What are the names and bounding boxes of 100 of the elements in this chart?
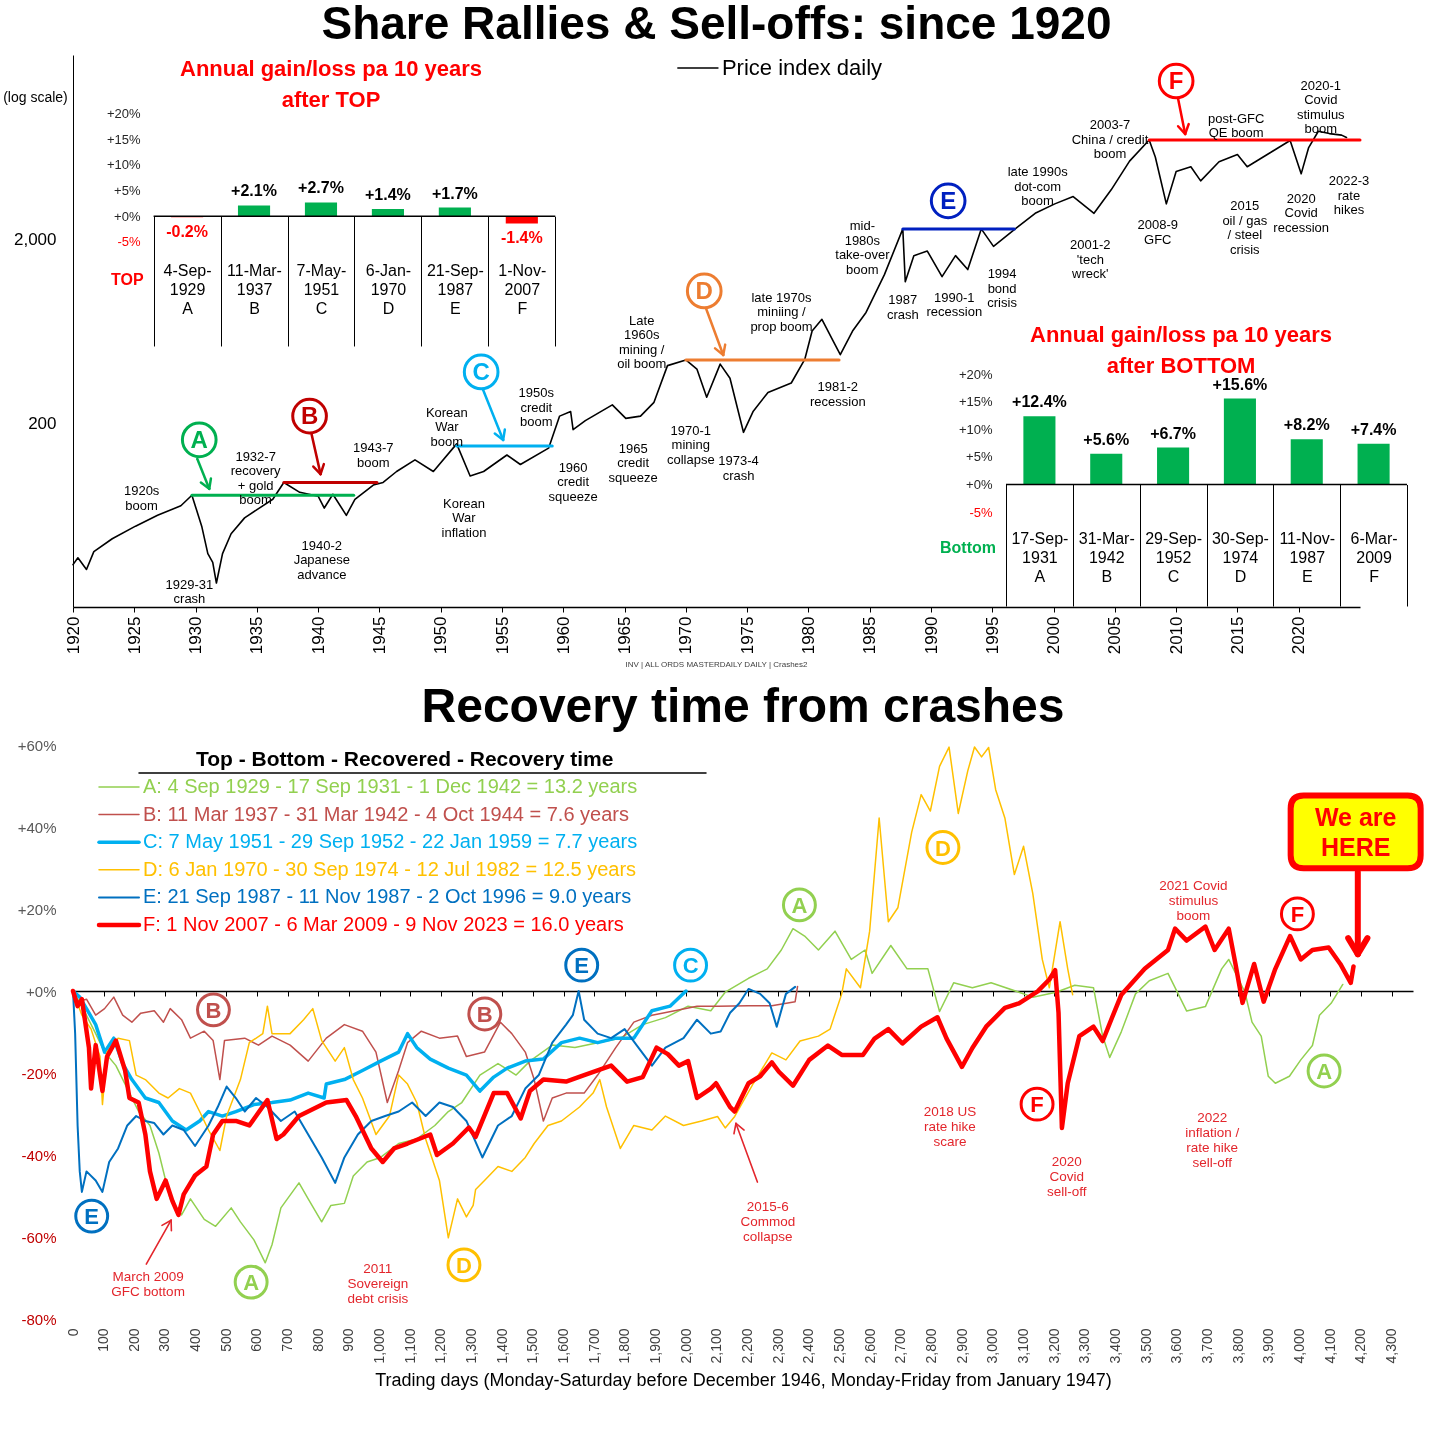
x-tick-label: 4,300 (1383, 1328, 1400, 1364)
bar (371, 209, 404, 217)
x-tick-label: 1940 (308, 616, 328, 655)
data-label: +2.7% (298, 179, 344, 197)
annotation: 2020-1 Covid stimulus boom (1296, 77, 1346, 137)
legend-label: F: 1 Nov 2007 - 6 Mar 2009 - 9 Nov 2023 = 16.0 years (143, 913, 624, 935)
x-tick-label: 4-Sep- 1929 A (163, 261, 212, 317)
bar (304, 202, 338, 217)
x-tick-label: 1,000 (371, 1328, 388, 1364)
x-tick-label: 2,100 (708, 1328, 725, 1364)
x-tick-label: 2000 (1044, 616, 1064, 655)
annotation: TOP (110, 271, 144, 289)
x-tick-label: 2,700 (892, 1328, 909, 1364)
annotation: 1990-1 recession (926, 289, 983, 320)
x-tick-label: 1980 (798, 616, 818, 655)
annotation: B (300, 402, 319, 430)
x-tick-label: 1990 (921, 616, 941, 655)
y-axis-title: (log scale) (3, 88, 68, 105)
annotation: 2011 Sovereign debt crisis (347, 1260, 409, 1306)
x-tick-label: 3,100 (1015, 1328, 1032, 1364)
x-tick-label: 6-Mar- 2009 F (1350, 529, 1398, 585)
x-tick-label: 31-Mar- 1942 B (1078, 529, 1135, 585)
y-tick-label: +5% (114, 183, 141, 199)
x-tick-label: 2005 (1105, 616, 1125, 655)
annotation: March 2009 GFC bottom (111, 1269, 185, 1300)
annotation: 1994 bond crisis (987, 266, 1018, 311)
annotation: C (682, 953, 699, 979)
annotation: 1970-1 mining collapse (666, 422, 715, 467)
y-tick-label: +0% (966, 476, 993, 492)
annotation: mid- 1980s take-over boom (835, 218, 891, 277)
x-tick-label: 6-Jan- 1970 D (365, 261, 412, 317)
data-label: -1.4% (500, 229, 543, 247)
data-label: +12.4% (1012, 393, 1067, 411)
annotation: 1965 credit squeeze (608, 440, 658, 485)
annotation: 1940-2 Japanese advance (293, 537, 351, 582)
x-tick-label: 1-Nov- 2007 F (498, 261, 547, 317)
x-tick-label: 2,000 (677, 1328, 694, 1364)
x-tick-label: 1,300 (463, 1328, 480, 1364)
annotation: E (940, 186, 957, 214)
data-label: +2.1% (231, 182, 277, 200)
x-tick-label: 500 (217, 1328, 234, 1352)
data-label: +6.7% (1150, 424, 1196, 442)
x-tick-label: 1955 (492, 616, 512, 655)
x-tick-label: 4,100 (1321, 1328, 1338, 1364)
x-tick-label: 11-Mar- 1937 B (227, 261, 282, 317)
y-tick-label: -5% (117, 234, 141, 250)
y-tick-label: +10% (958, 421, 993, 437)
x-tick-label: 3,500 (1137, 1328, 1154, 1364)
annotation: 1987 crash (886, 292, 919, 322)
annotation: 2022 inflation / rate hike sell-off (1185, 1110, 1240, 1171)
annotation: D (695, 276, 713, 304)
annotation: F (1290, 901, 1305, 927)
legend-title: Top - Bottom - Recovered - Recovery time (196, 747, 614, 770)
annotation: late 1990s dot-com boom (1007, 164, 1069, 209)
x-tick-label: 1925 (124, 616, 144, 655)
data-label: -0.2% (166, 223, 208, 241)
x-tick-label: 11-Nov- 1987 E (1279, 529, 1336, 585)
x-tick-label: 3,700 (1199, 1328, 1216, 1364)
x-tick-label: 4,200 (1352, 1328, 1369, 1364)
annotation: 2020 Covid sell-off (1047, 1153, 1087, 1199)
x-tick-label: 400 (187, 1328, 204, 1352)
chart-title: Annual gain/loss pa 10 years after TOP (179, 56, 483, 112)
annotation: post-GFC QE boom (1208, 110, 1265, 141)
y-tick-label: +0% (26, 982, 57, 1000)
bar (438, 207, 471, 217)
y-tick-label: -20% (21, 1064, 57, 1082)
x-tick-label: 3,000 (984, 1328, 1001, 1364)
annotation: F (1168, 67, 1184, 95)
y-tick-label: +20% (106, 105, 141, 121)
annotation: 2008-9 GFC (1137, 217, 1178, 247)
x-tick-label: 7-May- 1951 C (296, 261, 347, 317)
x-tick-label: 1960 (553, 616, 573, 655)
annotation: 1950s credit boom (518, 385, 555, 430)
x-tick-label: 1935 (247, 616, 267, 655)
x-tick-label: 0 (64, 1328, 81, 1337)
data-label: +8.2% (1283, 416, 1330, 434)
y-tick-label: +10% (106, 157, 141, 173)
annotation: 1932-7 recovery + gold boom (230, 448, 282, 508)
annotation: 2021 Covid stimulus boom (1159, 878, 1228, 924)
x-tick-label: 2,400 (800, 1328, 817, 1364)
x-tick-label: 3,200 (1045, 1328, 1062, 1364)
bar (1023, 416, 1056, 485)
x-tick-label: 900 (340, 1328, 357, 1352)
x-tick-label: 800 (309, 1328, 326, 1352)
annotation: We are HERE (1314, 802, 1397, 861)
y-tick-label: +0% (114, 208, 141, 224)
bar (237, 205, 271, 217)
x-tick-label: 3,800 (1229, 1328, 1246, 1364)
annotation: 1929-31 crash (165, 576, 214, 607)
legend-label: D: 6 Jan 1970 - 30 Sep 1974 - 12 Jul 1982 = 12.5 years (143, 857, 637, 880)
annotation: D (934, 835, 951, 861)
annotation: A (243, 1270, 260, 1296)
annotation: E (574, 953, 590, 979)
legend-label: Price index daily (721, 55, 883, 80)
x-tick-label: 2010 (1166, 616, 1186, 655)
y-tick-label: 2,000 (13, 229, 57, 249)
x-tick-label: 100 (95, 1328, 112, 1352)
annotation: Korean War boom (425, 404, 468, 449)
x-tick-label: 2,500 (831, 1328, 848, 1364)
annotation: 1920s boom (123, 483, 160, 513)
